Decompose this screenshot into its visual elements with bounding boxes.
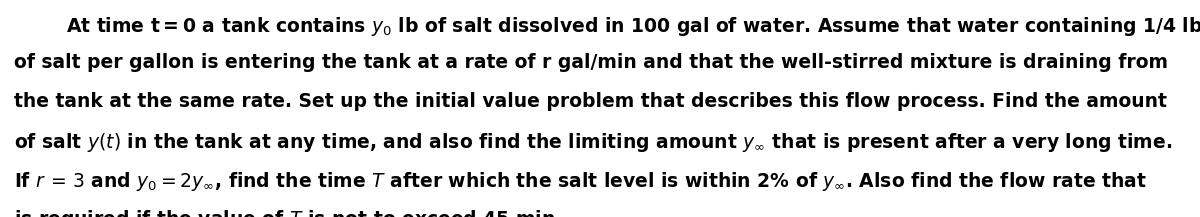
Text: At time t = 0 a tank contains $y_0$ lb of salt dissolved in 100 gal of water. As: At time t = 0 a tank contains $y_0$ lb o… — [66, 15, 1200, 38]
Text: is required if the value of $T$ is not to exceed 45 min.: is required if the value of $T$ is not t… — [14, 208, 563, 217]
Text: If $r\,=\,3$ and $y_0 = 2y_{\infty}$, find the time $T$ after which the salt lev: If $r\,=\,3$ and $y_0 = 2y_{\infty}$, fi… — [14, 170, 1147, 193]
Text: of salt per gallon is entering the tank at a rate of r gal/min and that the well: of salt per gallon is entering the tank … — [14, 53, 1169, 72]
Text: of salt $y(t)$ in the tank at any time, and also find the limiting amount $y_{\i: of salt $y(t)$ in the tank at any time, … — [14, 131, 1172, 154]
Text: the tank at the same rate. Set up the initial value problem that describes this : the tank at the same rate. Set up the in… — [14, 92, 1168, 111]
